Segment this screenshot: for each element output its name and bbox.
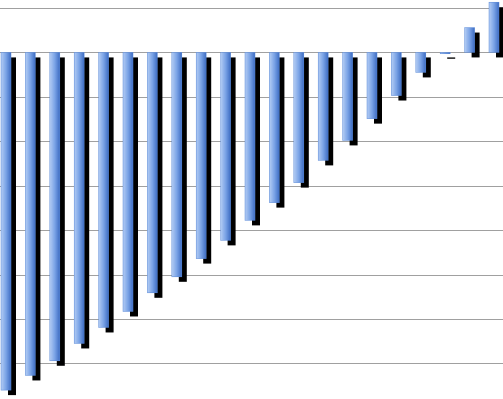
bar-shadow [32,57,41,381]
bar [464,27,475,53]
bar [391,52,402,96]
bar-shadow [374,57,382,124]
bar-shadow [300,57,309,188]
bar [439,52,451,55]
bar-shadow [496,7,503,58]
bar-shadow [276,57,285,208]
bar-shadow [227,57,236,246]
bar [147,52,158,294]
bar-shadow [8,57,16,396]
bar-shadow [105,57,114,333]
bar [220,52,231,241]
bar [415,52,427,73]
bar-shadow [398,57,407,101]
bar [73,52,85,344]
bar [342,52,353,141]
bar-shadow [81,57,90,349]
bar-shadow [154,57,163,298]
bar [195,52,207,259]
bar-shadow [203,57,212,264]
bar [171,52,183,278]
bar [293,52,305,183]
bar [98,52,109,328]
bar-shadow [252,57,260,226]
bar [0,52,12,391]
bar-shadow [471,32,480,58]
bar [269,52,280,203]
bar [49,52,61,362]
bar [25,52,36,376]
bar [317,52,329,161]
bar-shadow [349,57,358,146]
bar-shadow [422,57,431,78]
bar [122,52,134,312]
bar-shadow [447,57,456,59]
bar [488,1,500,53]
bar-shadow [56,57,65,366]
bar-shadow [325,57,334,166]
bar [244,52,256,221]
bar-shadow [130,57,138,317]
bar-shadow [178,57,187,282]
bar [366,52,378,119]
